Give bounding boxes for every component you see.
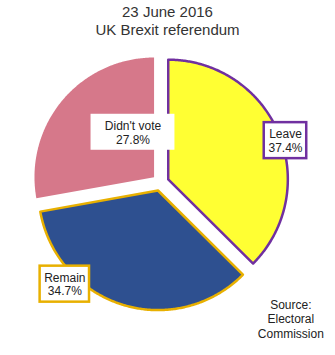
html-text:23 June 2016: 23 June 2016 bbox=[122, 3, 213, 20]
svg-text:Leave37.4%: Leave37.4% bbox=[268, 127, 302, 155]
html-text:UK Brexit referendum: UK Brexit referendum bbox=[95, 21, 240, 38]
svg-text:Source:ElectoralCommission: Source:ElectoralCommission bbox=[258, 298, 324, 341]
svg-text:Remain34.7%: Remain34.7% bbox=[44, 271, 85, 299]
svg-text:Didn't vote27.8%: Didn't vote27.8% bbox=[105, 119, 162, 147]
